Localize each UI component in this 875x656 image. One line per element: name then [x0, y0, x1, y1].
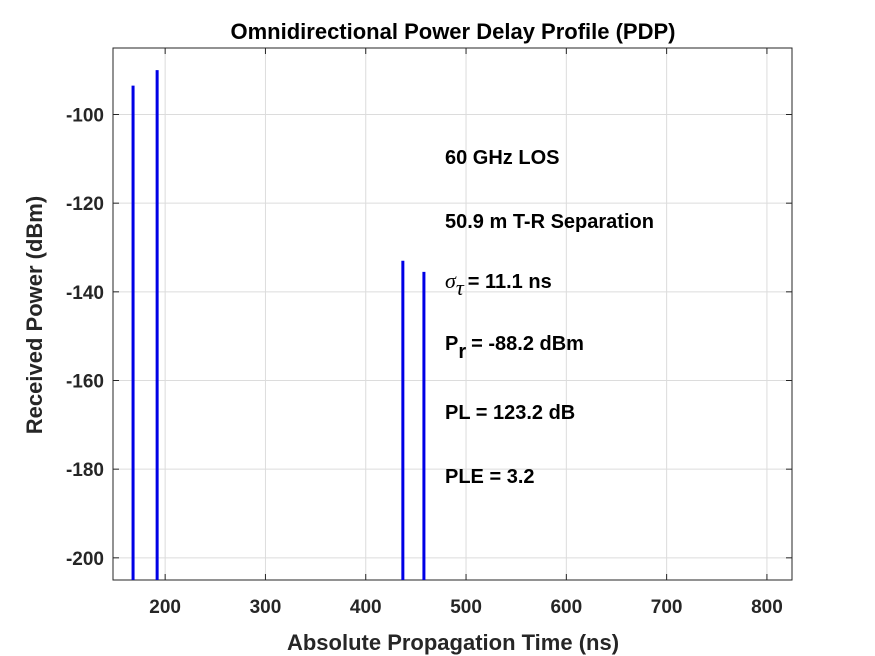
annotation-received-power: Pr = -88.2 dBm — [445, 333, 584, 363]
data-series — [131, 70, 426, 580]
x-tick-label: 300 — [250, 597, 282, 618]
y-tick-label: -100 — [66, 106, 104, 127]
y-tick-label: -200 — [66, 549, 104, 570]
axis-ticks: 200 300 400 500 600 700 800 -200 -180 -160 -140 -12… — [66, 48, 792, 618]
x-tick-label: 800 — [751, 597, 783, 618]
chart-title: Omnidirectional Power Delay Profile (PDP… — [231, 19, 676, 44]
annotation-rms-delay-spread: στ = 11.1 ns — [445, 268, 552, 300]
x-tick-label: 600 — [550, 597, 582, 618]
x-tick-label: 200 — [149, 597, 181, 618]
pr-subscript: r — [458, 341, 466, 363]
x-tick-label: 700 — [651, 597, 683, 618]
grid — [113, 48, 792, 580]
annotation-separation: 50.9 m T-R Separation — [445, 211, 654, 233]
y-tick-label: -160 — [66, 372, 104, 393]
sigma-symbol: σ — [445, 268, 457, 293]
sigma-subscript: τ — [456, 275, 465, 300]
x-axis-label: Absolute Propagation Time (ns) — [287, 630, 619, 655]
pr-symbol: P — [445, 333, 458, 355]
y-tick-label: -140 — [66, 283, 104, 304]
annotation-ple: PLE = 3.2 — [445, 466, 535, 488]
x-tick-label: 500 — [450, 597, 482, 618]
plot-area — [112, 47, 793, 581]
annotation-block: 60 GHz LOS 50.9 m T-R Separation στ = 11.… — [445, 147, 654, 488]
sigma-value: = 11.1 ns — [468, 271, 552, 293]
y-tick-label: -120 — [66, 194, 104, 215]
y-tick-label: -180 — [66, 460, 104, 481]
annotation-path-loss: PL = 123.2 dB — [445, 402, 575, 424]
y-axis-label: Received Power (dBm) — [22, 196, 47, 434]
x-tick-label: 400 — [350, 597, 382, 618]
pr-value: = -88.2 dBm — [471, 333, 584, 355]
annotation-los: 60 GHz LOS — [445, 147, 559, 169]
